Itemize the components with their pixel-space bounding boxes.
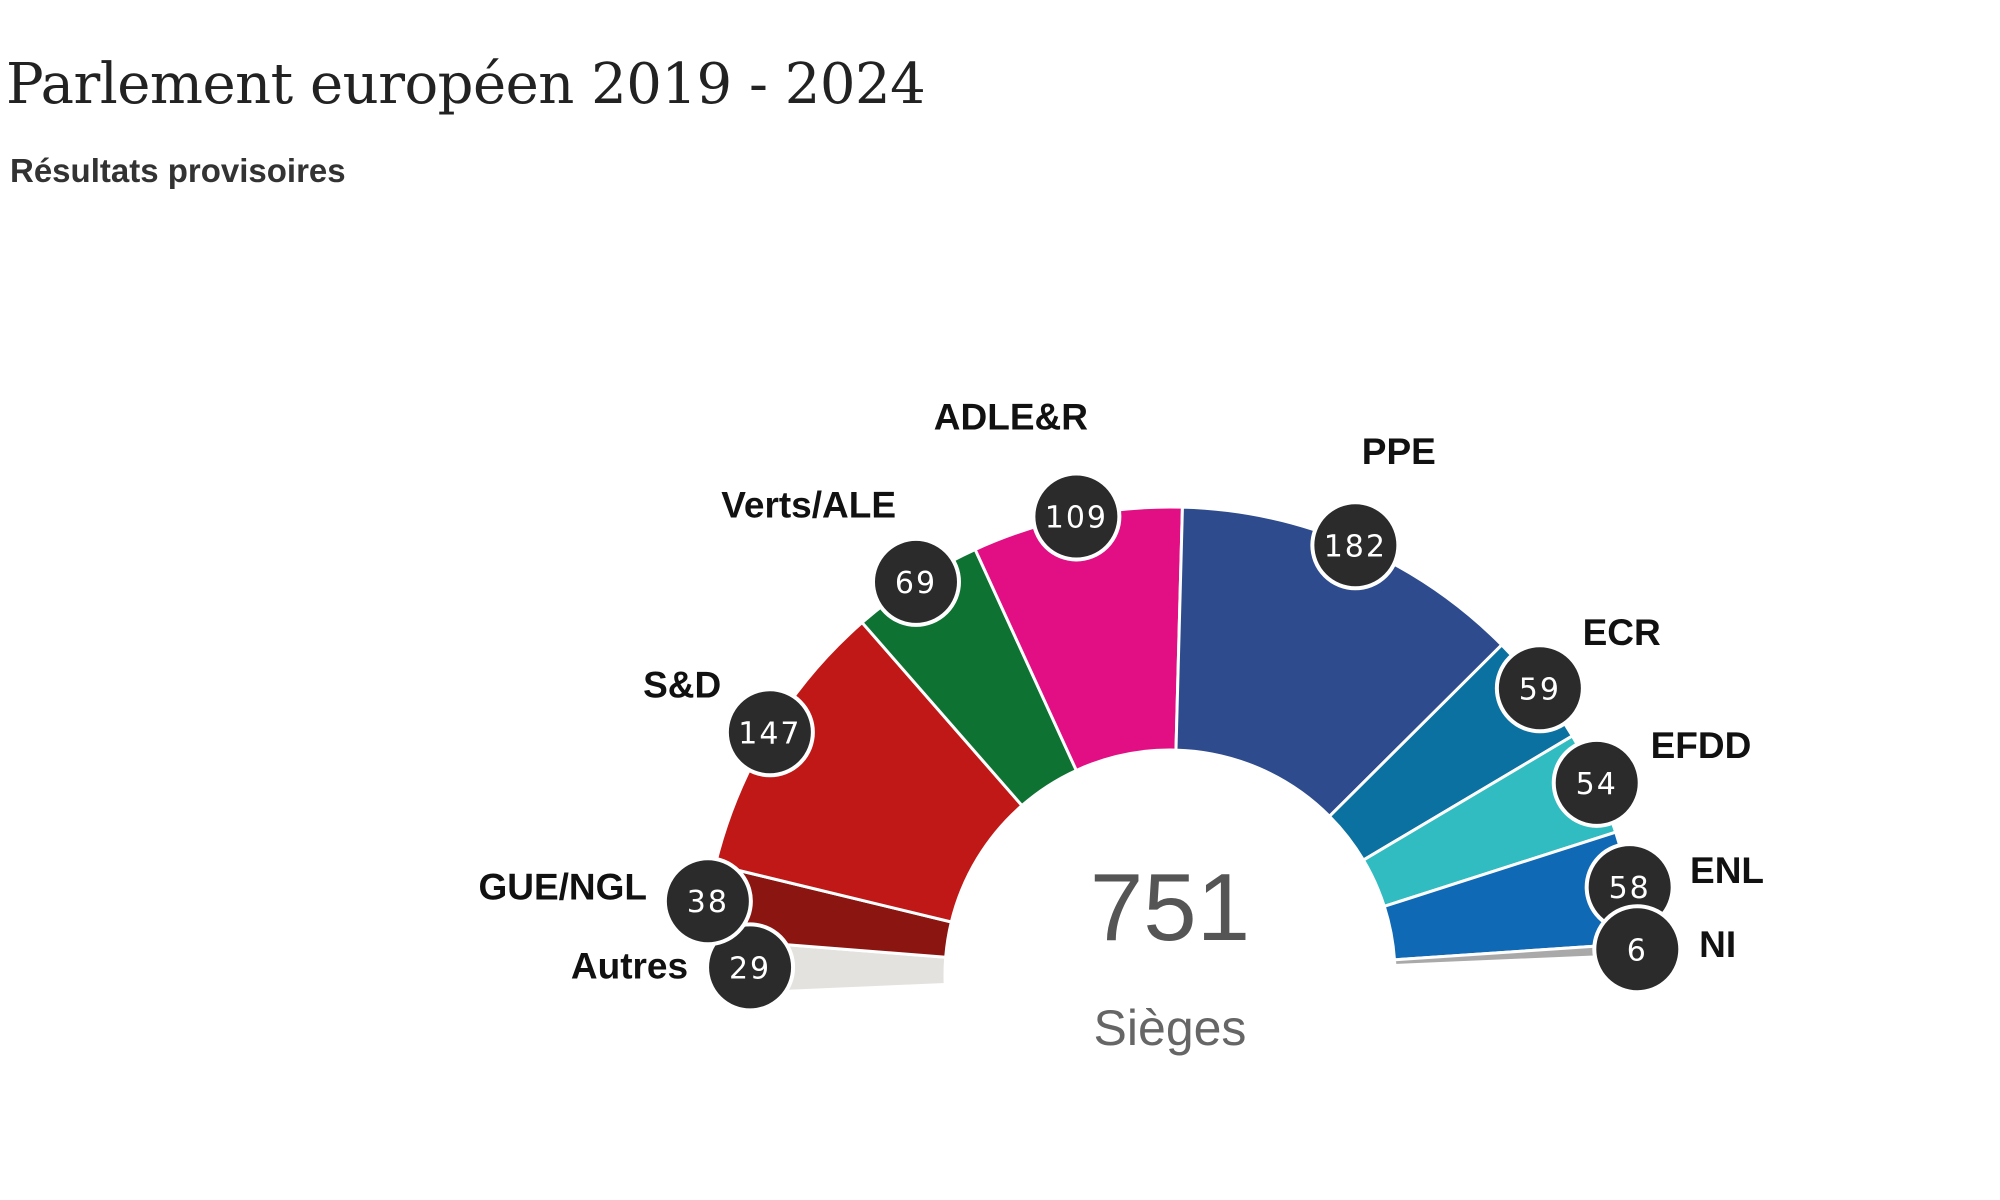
seat-badge-circle — [705, 922, 796, 1013]
chart-subtitle: Résultats provisoires — [10, 152, 346, 189]
seat-badge-circle — [1310, 500, 1401, 591]
party-labels: Autres GUE/NGL S&D Verts/ALE ADLE&R PPE ECR EFD… — [478, 396, 1764, 986]
total-seats-value: 751 — [1090, 854, 1250, 961]
party-label-ppe: PPE — [1362, 431, 1436, 472]
seat-value: 109 — [1045, 500, 1108, 535]
seat-badge-ecr: 59 — [1494, 643, 1585, 734]
party-label-ni: NI — [1699, 924, 1736, 965]
party-label-verts-ale: Verts/ALE — [721, 485, 896, 526]
seat-value: 54 — [1576, 767, 1618, 802]
seat-badge-circle — [1031, 471, 1122, 562]
party-label-efdd: EFDD — [1651, 725, 1752, 766]
party-label-enl: ENL — [1690, 850, 1764, 891]
seat-badge-circle — [1551, 737, 1642, 828]
total-seats-label: Sièges — [1094, 1000, 1247, 1056]
seat-value: 69 — [895, 566, 937, 601]
seat-value: 6 — [1627, 933, 1648, 968]
seat-badge-ni: 6 — [1592, 904, 1683, 995]
seat-value: 58 — [1609, 871, 1651, 906]
seat-badge-ppe: 182 — [1310, 500, 1401, 591]
party-label-adle-r: ADLE&R — [934, 396, 1088, 437]
seat-badge-autres: 29 — [705, 922, 796, 1013]
party-label-ecr: ECR — [1583, 612, 1661, 653]
seat-badge-adle-r: 109 — [1031, 471, 1122, 562]
seat-badge-circle — [724, 687, 815, 778]
seat-badge-efdd: 54 — [1551, 737, 1642, 828]
seat-badge-circle — [1494, 643, 1585, 734]
seat-badge-circle — [662, 856, 753, 947]
seat-badge-circle — [1592, 904, 1683, 995]
seat-value: 38 — [687, 885, 729, 920]
seat-value: 59 — [1519, 672, 1561, 707]
slice-ppe — [1174, 505, 1504, 819]
party-label-autres: Autres — [571, 946, 688, 987]
seat-badge-s-d: 147 — [724, 687, 815, 778]
seat-badge-verts-ale: 69 — [870, 536, 961, 627]
seat-value: 29 — [729, 951, 771, 986]
seat-badge-circle — [870, 536, 961, 627]
seat-value: 182 — [1324, 529, 1387, 564]
chart-title: Parlement européen 2019 - 2024 — [6, 52, 926, 117]
party-label-gue-ngl: GUE/NGL — [478, 867, 647, 908]
party-label-s-d: S&D — [643, 665, 721, 706]
seat-value: 147 — [738, 716, 801, 751]
seat-badge-gue-ngl: 38 — [662, 856, 753, 947]
